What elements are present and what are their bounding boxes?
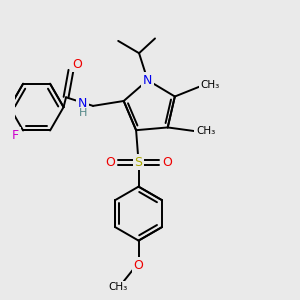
Text: CH₃: CH₃ [108,282,127,292]
Text: O: O [72,58,82,71]
Text: CH₃: CH₃ [196,126,215,136]
Text: N: N [77,97,87,110]
Text: F: F [12,129,19,142]
Text: N: N [143,74,152,87]
Text: H: H [79,108,87,118]
Text: O: O [134,259,143,272]
Text: O: O [105,156,115,169]
Text: O: O [162,156,172,169]
Text: S: S [135,156,142,169]
Text: CH₃: CH₃ [201,80,220,91]
